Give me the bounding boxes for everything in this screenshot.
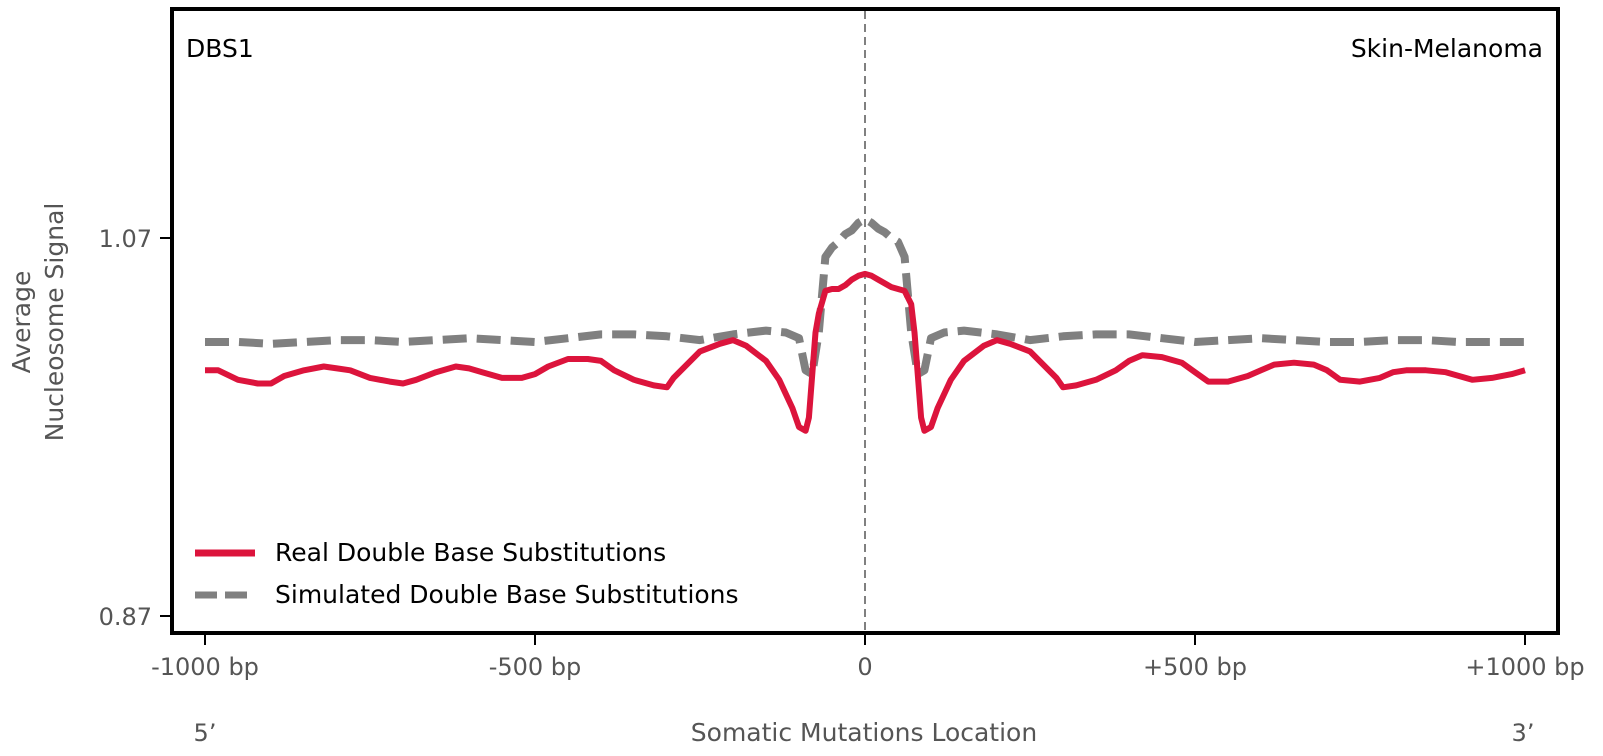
x-tick-label: -1000 bp: [151, 653, 259, 681]
x-tick-label: -500 bp: [489, 653, 582, 681]
y-axis-ticks: 0.87 1.07: [99, 225, 172, 631]
x-tick-label: +500 bp: [1143, 653, 1247, 681]
y-axis-title-line2: Nucleosome Signal: [40, 203, 69, 442]
x-tick-label: 0: [857, 653, 872, 681]
x-tick-label: +1000 bp: [1465, 653, 1584, 681]
plot-frame: [170, 7, 1560, 635]
simulated-series-line: [205, 215, 1525, 379]
three-prime-label: 3’: [1512, 719, 1535, 747]
y-tick-label: 0.87: [99, 603, 152, 631]
x-axis-title: Somatic Mutations Location: [691, 718, 1037, 747]
y-tick-label: 1.07: [99, 225, 152, 253]
y-axis-title-line1: Average: [7, 271, 36, 374]
legend: Real Double Base Substitutions Simulated…: [195, 538, 739, 609]
legend-real-label: Real Double Base Substitutions: [275, 538, 666, 567]
cancer-type-label: Skin-Melanoma: [1351, 34, 1543, 63]
five-prime-label: 5’: [194, 719, 217, 747]
signature-label: DBS1: [186, 34, 254, 63]
x-axis-ticks: -1000 bp -500 bp 0 +500 bp +1000 bp: [151, 633, 1585, 681]
legend-simulated-label: Simulated Double Base Substitutions: [275, 580, 739, 609]
real-series-line: [205, 270, 1526, 434]
